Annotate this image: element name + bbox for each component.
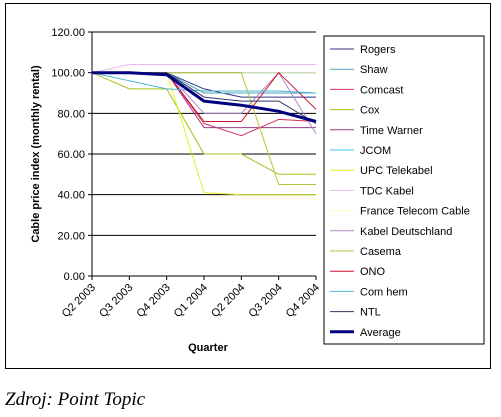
series-line-average <box>92 71 317 123</box>
legend-label-rogers: Rogers <box>360 44 396 56</box>
x-tick-label: Q2 2003 <box>60 282 98 320</box>
legend: Rogers Shaw Comcast Cox Time Warner JCOM UPC T… <box>323 35 485 345</box>
y-tick-label: 20.00 <box>57 230 85 242</box>
y-tick-label: 60.00 <box>57 149 85 161</box>
y-tick-label: 80.00 <box>57 108 85 120</box>
legend-label-average: Average <box>360 327 401 339</box>
x-tick-label: Q3 2004 <box>246 282 284 320</box>
x-tick-label: Q1 2004 <box>172 282 210 320</box>
legend-label-kabel-deutschland: Kabel Deutschland <box>360 226 452 238</box>
legend-label-upc-telekabel: UPC Telekabel <box>360 165 433 177</box>
x-tick-label: Q2 2004 <box>209 282 247 320</box>
legend-box <box>323 35 485 345</box>
legend-label-shaw: Shaw <box>360 64 388 76</box>
legend-label-casema: Casema <box>360 246 402 258</box>
series-line-com-hem <box>91 72 317 94</box>
source-caption: Zdroj: Point Topic <box>5 389 146 410</box>
legend-label-time-warner: Time Warner <box>360 125 423 137</box>
x-axis-title: Quarter <box>188 342 228 354</box>
y-tick-label: 100.00 <box>51 68 85 80</box>
x-tick-label: Q4 2004 <box>284 282 322 320</box>
y-tick-label: 120.00 <box>51 27 85 39</box>
y-axis-title: Cable price index (monthly rental) <box>30 65 42 243</box>
legend-label-france-telecom-cable: France Telecom Cable <box>360 206 470 218</box>
x-tick-label: Q3 2003 <box>97 282 135 320</box>
legend-label-ono: ONO <box>360 266 386 278</box>
legend-label-jcom: JCOM <box>360 145 391 157</box>
plot-area: 0.00 20.00 40.00 60.00 80.00 100.00 120.00 Q2 2… <box>30 27 322 354</box>
line-chart: 0.00 20.00 40.00 60.00 80.00 100.00 120.00 Q2 2… <box>30 27 485 354</box>
x-tick-label: Q4 2003 <box>134 282 172 320</box>
legend-label-ntl: NTL <box>360 307 381 319</box>
series-line-tdc-kabel <box>91 64 316 74</box>
y-tick-label: 0.00 <box>64 271 85 283</box>
y-tick-label: 40.00 <box>57 190 85 202</box>
chart-frame: 0.00 20.00 40.00 60.00 80.00 100.00 120.00 Q2 2… <box>5 3 491 369</box>
legend-label-cox: Cox <box>360 105 380 117</box>
legend-label-tdc-kabel: TDC Kabel <box>360 185 414 197</box>
legend-label-com-hem: Com hem <box>360 286 408 298</box>
legend-label-comcast: Comcast <box>360 84 403 96</box>
series-line-cox <box>91 72 316 175</box>
